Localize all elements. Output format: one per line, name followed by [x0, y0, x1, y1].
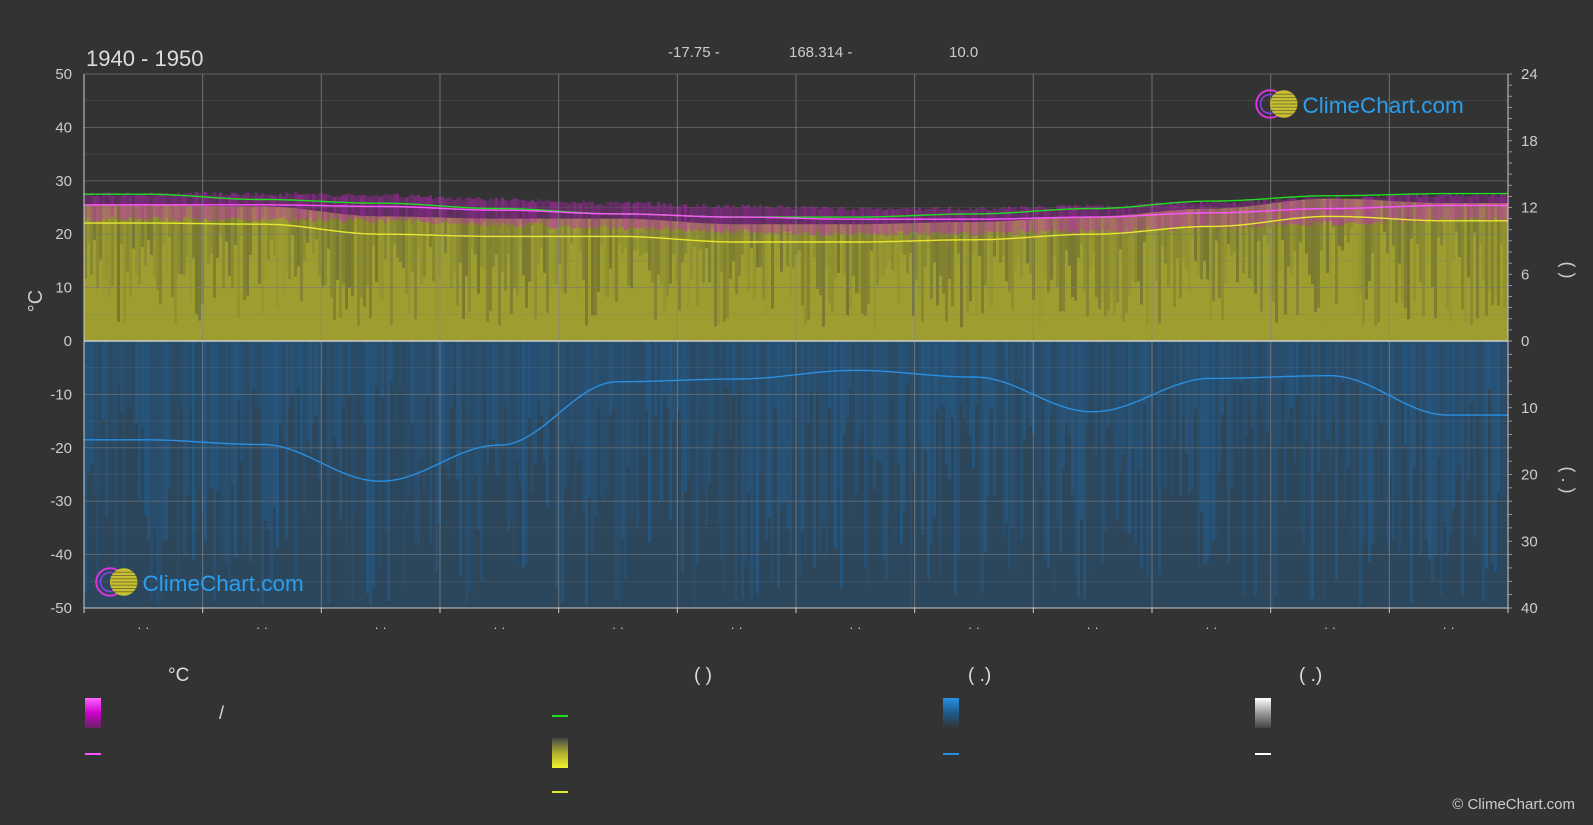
right-bottom-tick-label: 10: [1521, 400, 1538, 417]
elevation-label: 10.0: [949, 44, 978, 61]
copyright: © ClimeChart.com: [1452, 796, 1575, 813]
x-tick-label: · ·: [493, 620, 505, 635]
legend-head-snow: ( .): [1299, 665, 1323, 686]
left-tick-label: -10: [50, 386, 72, 403]
legend-swatch-precip-line: [943, 753, 959, 755]
legend-swatch-daily-mean: [85, 753, 101, 755]
right-top-tick-label: 0: [1521, 333, 1529, 350]
legend-swatch-snow-line: [1255, 753, 1271, 755]
climechart-logo: ClimeChart.com: [1255, 89, 1464, 119]
climechart-logo: ClimeChart.com: [95, 567, 304, 597]
right-bottom-tick-label: 30: [1521, 533, 1538, 550]
max-temp-line: [84, 192, 1508, 218]
right-top-tick-label: 18: [1521, 133, 1538, 150]
left-tick-label: 20: [55, 226, 72, 243]
x-tick-label: · ·: [849, 620, 861, 635]
right-bottom-tick-label: 20: [1521, 467, 1538, 484]
right-top-tick-label: 6: [1521, 266, 1529, 283]
x-tick-label: · ·: [1443, 620, 1455, 635]
chart-period: 1940 - 1950: [86, 46, 203, 71]
x-tick-label: · ·: [256, 620, 268, 635]
x-tick-label: · ·: [1324, 620, 1336, 635]
x-tick-label: · ·: [612, 620, 624, 635]
legend-slash: /: [219, 703, 225, 723]
x-tick-label: · ·: [968, 620, 980, 635]
right-top-tick-label: 12: [1521, 200, 1538, 217]
legend-swatch-max-temp: [552, 715, 568, 717]
logos: ClimeChart.com ClimeChart.com: [95, 89, 1464, 597]
legend-head-sunshine: ( ): [694, 665, 712, 686]
grid: [84, 73, 1508, 609]
logo-text: ClimeChart.com: [1303, 93, 1464, 118]
daily-mean-line: [84, 204, 1508, 220]
right-top-axis-title: ( ): [1558, 262, 1578, 279]
legend-head-temp: °C: [168, 665, 190, 686]
left-tick-label: -40: [50, 547, 72, 564]
x-tick-label: · ·: [375, 620, 387, 635]
sunshine-line: [84, 215, 1508, 243]
x-tick-label: · ·: [1087, 620, 1099, 635]
legend-swatch-snow: [1255, 698, 1271, 728]
legend-head-rain: ( .): [968, 665, 992, 686]
right-bottom-axis-title: ( . ): [1558, 467, 1578, 494]
legend-swatch-precip: [943, 698, 959, 728]
left-axis-title: °C: [25, 290, 47, 312]
left-tick-label: 40: [55, 119, 72, 136]
right-bottom-tick-label: 40: [1521, 600, 1538, 617]
left-tick-label: 30: [55, 173, 72, 190]
right-top-tick-label: 24: [1521, 66, 1538, 83]
left-tick-label: 10: [55, 280, 72, 297]
x-tick-label: · ·: [137, 620, 149, 635]
x-tick-label: · ·: [1205, 620, 1217, 635]
x-tick-label: · ·: [731, 620, 743, 635]
left-tick-label: -30: [50, 493, 72, 510]
latitude-label: -17.75 -: [668, 44, 720, 61]
legend-swatch-sunshine-line: [552, 791, 568, 793]
logo-text: ClimeChart.com: [143, 571, 304, 596]
axes: 50 40 30 20 10 0 -10 -20 -30 -40 -50 °C 24 18 12 6 0 10 20…: [25, 66, 1578, 635]
precip-texture: [84, 341, 1509, 608]
longitude-label: 168.314 -: [789, 44, 852, 61]
legend-swatch-temp-range: [85, 698, 101, 728]
left-tick-label: 50: [55, 66, 72, 83]
left-tick-label: -20: [50, 440, 72, 457]
left-tick-label: 0: [64, 333, 72, 350]
legend-swatch-sunshine: [552, 738, 568, 768]
precip-line: [84, 369, 1508, 482]
left-tick-label: -50: [50, 600, 72, 617]
series-lines: [84, 192, 1508, 482]
chart-header: 1940 - 1950 -17.75 - 168.314 - 10.0: [86, 44, 978, 71]
